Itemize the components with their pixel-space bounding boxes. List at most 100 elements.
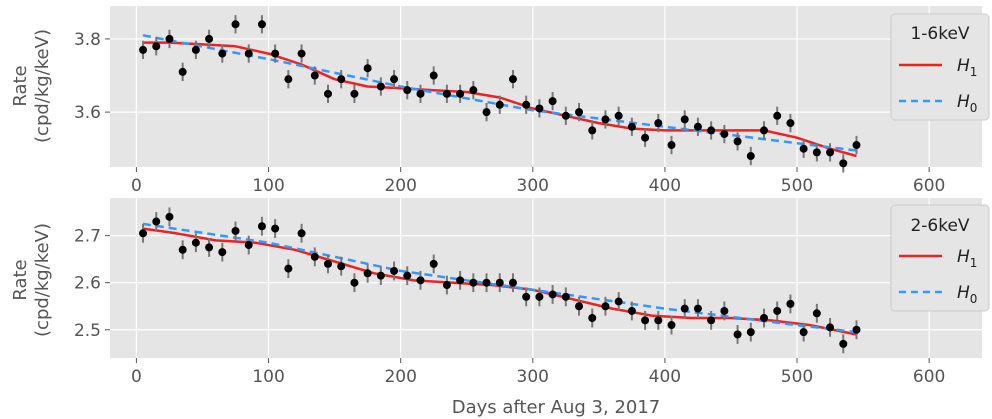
data-point <box>693 304 702 313</box>
data-point <box>720 130 729 139</box>
data-point <box>337 262 346 271</box>
legend-title: 2-6keV <box>910 216 969 236</box>
x-tick-label: 400 <box>649 367 681 387</box>
data-point <box>244 241 253 250</box>
data-point <box>667 141 676 150</box>
legend: 1-6keV H1 H0 <box>890 13 990 121</box>
x-tick-label: 0 <box>131 176 142 196</box>
data-point <box>495 100 504 109</box>
data-point <box>548 97 557 106</box>
data-point <box>482 278 491 287</box>
y-tick-labels: 3.6 3.8 <box>74 30 110 123</box>
data-point <box>760 314 768 322</box>
data-point <box>191 238 200 247</box>
data-point <box>641 316 650 325</box>
data-point <box>799 144 808 153</box>
data-point <box>522 292 531 301</box>
x-tick-label: 100 <box>252 176 284 196</box>
data-point <box>839 159 848 168</box>
data-point <box>707 126 716 135</box>
data-point <box>429 259 438 268</box>
data-point <box>680 115 689 124</box>
x-tick-label: 0 <box>131 367 142 387</box>
data-point <box>310 71 319 80</box>
data-point <box>284 264 293 273</box>
legend: 2-6keV H1 H0 <box>890 204 990 312</box>
legend-box <box>890 204 990 312</box>
panel-1-6kev: 3.6 3.8 0 100 200 300 400 500 600 Rate (cpd/kg/… <box>10 6 990 196</box>
legend-title: 1-6keV <box>910 24 969 44</box>
data-point <box>561 111 570 120</box>
data-point <box>588 314 597 322</box>
data-point <box>257 20 266 29</box>
data-point <box>403 271 412 280</box>
data-point <box>654 316 663 325</box>
data-point <box>350 278 359 287</box>
data-point <box>205 243 214 252</box>
data-point <box>601 115 610 124</box>
data-point <box>495 278 504 287</box>
data-point <box>826 148 835 157</box>
grid-lines <box>110 6 982 167</box>
x-tick-label: 500 <box>781 176 813 196</box>
data-point <box>456 276 465 285</box>
data-point <box>508 75 517 84</box>
data-point <box>575 302 584 311</box>
data-point <box>165 212 174 221</box>
data-point <box>244 49 253 58</box>
data-point <box>178 245 187 254</box>
x-tick-label: 200 <box>384 367 416 387</box>
data-point <box>231 20 240 29</box>
data-point <box>852 141 861 150</box>
data-point <box>231 226 240 235</box>
y-tick-label: 2.7 <box>74 227 101 247</box>
x-tick-labels: 0 100 200 300 400 500 600 <box>131 167 945 196</box>
data-point <box>482 108 491 117</box>
data-point <box>376 271 385 280</box>
data-point <box>773 111 782 120</box>
legend-h0-label: H0 <box>957 92 977 115</box>
x-tick-label: 500 <box>781 367 813 387</box>
x-tick-label: 600 <box>913 367 945 387</box>
data-point <box>139 45 148 54</box>
data-point <box>667 321 676 330</box>
x-tick-labels: 0 100 200 300 400 500 600 <box>131 358 945 387</box>
x-tick-label: 600 <box>913 176 945 196</box>
y-axis-label-line1: Rate <box>10 65 31 106</box>
data-point <box>416 276 425 285</box>
data-point <box>271 49 280 58</box>
data-point <box>429 71 438 80</box>
data-point <box>680 304 689 313</box>
data-point <box>746 152 755 161</box>
data-point <box>469 278 478 287</box>
data-point <box>812 309 821 318</box>
data-point <box>548 290 557 299</box>
series-layer <box>142 222 857 336</box>
y-tick-labels: 2.5 2.6 2.7 <box>74 227 110 341</box>
plot-area <box>110 6 982 167</box>
x-tick-label: 100 <box>252 367 284 387</box>
data-point <box>733 330 742 339</box>
data-point <box>799 328 808 337</box>
data-point <box>178 67 187 76</box>
data-point <box>720 306 729 315</box>
y-tick-label: 3.8 <box>74 30 101 50</box>
data-point <box>469 86 478 95</box>
data-point <box>627 306 636 315</box>
data-point <box>535 104 544 113</box>
y-tick-label: 2.5 <box>74 321 101 341</box>
x-tick-label: 300 <box>517 367 549 387</box>
data-points <box>139 15 861 173</box>
data-point <box>363 269 372 278</box>
data-point <box>812 148 821 157</box>
data-point <box>456 89 465 98</box>
y-axis-label-line1: Rate <box>10 259 31 300</box>
y-tick-label: 2.6 <box>74 274 101 294</box>
data-point <box>852 325 861 334</box>
legend-h0-label: H0 <box>957 283 977 306</box>
data-point <box>601 302 610 311</box>
data-point <box>271 224 280 233</box>
data-point <box>324 259 332 268</box>
data-point <box>627 122 636 131</box>
